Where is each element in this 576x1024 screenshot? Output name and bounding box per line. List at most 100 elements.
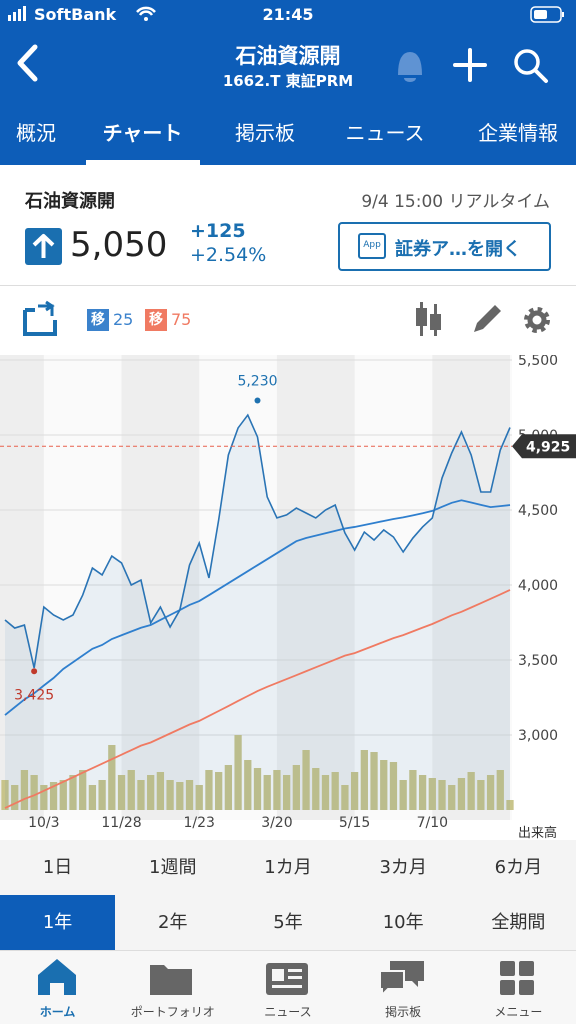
period-button[interactable]: 1日 [42,857,73,878]
volume-bar [40,785,48,810]
search-icon[interactable] [514,49,548,83]
back-button[interactable] [17,44,38,82]
quote-name: 石油資源開 [25,191,115,212]
y-tick-label: 5,500 [518,355,558,369]
volume-bar [205,770,213,810]
volume-bar [215,772,223,810]
period-button[interactable]: 3カ月 [379,857,427,878]
open-app-button[interactable]: App 証券ア…を開く [338,222,551,271]
x-tick-label: 7/10 [417,815,448,831]
band [432,355,510,820]
tab-indicator [86,160,200,165]
period-selected[interactable]: 1年 [0,895,116,950]
volume-bar [49,782,58,810]
volume-bar [117,775,126,810]
volume-bar [127,770,135,810]
tab[interactable]: ニュース [345,121,425,145]
reference-flag [512,434,576,459]
nav-item[interactable]: メニュー [494,1005,543,1019]
tab[interactable]: 概況 [16,121,56,145]
y-tick-label: 4,500 [518,503,558,519]
volume-bar [263,775,271,810]
volume-bar [389,762,398,810]
x-tick-label: 10/3 [28,815,59,831]
volume-bar [88,785,97,810]
volume-bar [486,775,495,810]
tab-selected[interactable]: チャート [102,121,183,145]
extreme-dot [254,397,261,404]
volume-bar [69,775,77,810]
volume-bar [166,780,174,810]
band [276,355,355,820]
rotate-icon[interactable] [20,300,60,340]
ma-period: 75 [171,310,192,329]
add-icon[interactable] [453,48,487,82]
ma-line [4,499,511,716]
volume-bar [321,775,330,810]
volume-bar [224,765,233,810]
period-button[interactable]: 全期間 [491,912,546,933]
volume-bar [20,770,29,810]
volume-bar [438,780,446,810]
nav-item[interactable]: ホーム [39,1005,76,1019]
extreme-label: 3,425 [14,687,54,703]
divider [0,285,576,286]
up-arrow-icon [25,228,62,265]
chart-tools [416,302,550,336]
volume-bar [331,772,339,810]
volume-bar [98,780,106,810]
volume-bar [244,760,252,810]
price-area [5,415,510,810]
stock-title: 石油資源開 [235,44,341,68]
pencil-icon[interactable] [474,305,501,332]
ma-period: 25 [113,310,134,329]
x-tick-label: 1/23 [184,815,215,831]
x-tick-label: 5/15 [339,815,370,831]
quote-price: 5,050 [70,225,168,265]
price-line [4,413,511,669]
settings-icon[interactable] [524,307,550,333]
volume-bar [11,785,19,810]
volume-bar [185,780,194,810]
volume-bar [137,780,145,810]
volume-bar [253,768,262,810]
x-tick-label: 11/28 [101,815,141,831]
stock-code: 1662.T 東証PRM [222,72,354,90]
volume-bar [448,785,456,810]
quote-datetime: 9/4 15:00 リアルタイム [361,192,550,212]
period-button[interactable]: 5年 [273,912,303,933]
volume-bar [428,778,436,810]
ma-badge: 移 [145,309,167,331]
quote-change: +125 [190,220,246,242]
volume-bar [176,782,184,810]
volume-bar [370,752,378,810]
period-button[interactable]: 1カ月 [264,857,312,878]
nav-item[interactable]: ニュース [264,1005,312,1019]
volume-bar [1,780,9,810]
volume-bar [477,780,485,810]
period-button[interactable]: 6カ月 [494,857,543,878]
y-tick-label: 3,500 [518,653,558,669]
tab[interactable]: 企業情報 [478,121,558,145]
period-button[interactable]: 1週間 [149,857,197,878]
volume-bar [282,775,291,810]
period-button[interactable]: 2年 [158,912,188,933]
volume-bar [312,768,320,810]
nav-item[interactable]: 掲示板 [385,1005,422,1019]
tab[interactable]: 掲示板 [235,121,295,145]
period-button[interactable]: 10年 [382,912,424,933]
volume-bar [341,785,349,810]
nav-item[interactable]: ポートフォリオ [130,1005,215,1019]
ma-badge: 移 [87,309,109,331]
header-bg [0,0,576,165]
candle-icon[interactable] [416,302,441,336]
bell-icon[interactable] [398,52,422,82]
volume-bar [399,780,407,810]
volume-bar [30,775,38,810]
volume-bar [418,775,427,810]
volume-bar [147,775,155,810]
volume-bar [350,772,359,810]
volume-bar [380,760,388,810]
y-tick-label: 3,000 [518,728,558,744]
